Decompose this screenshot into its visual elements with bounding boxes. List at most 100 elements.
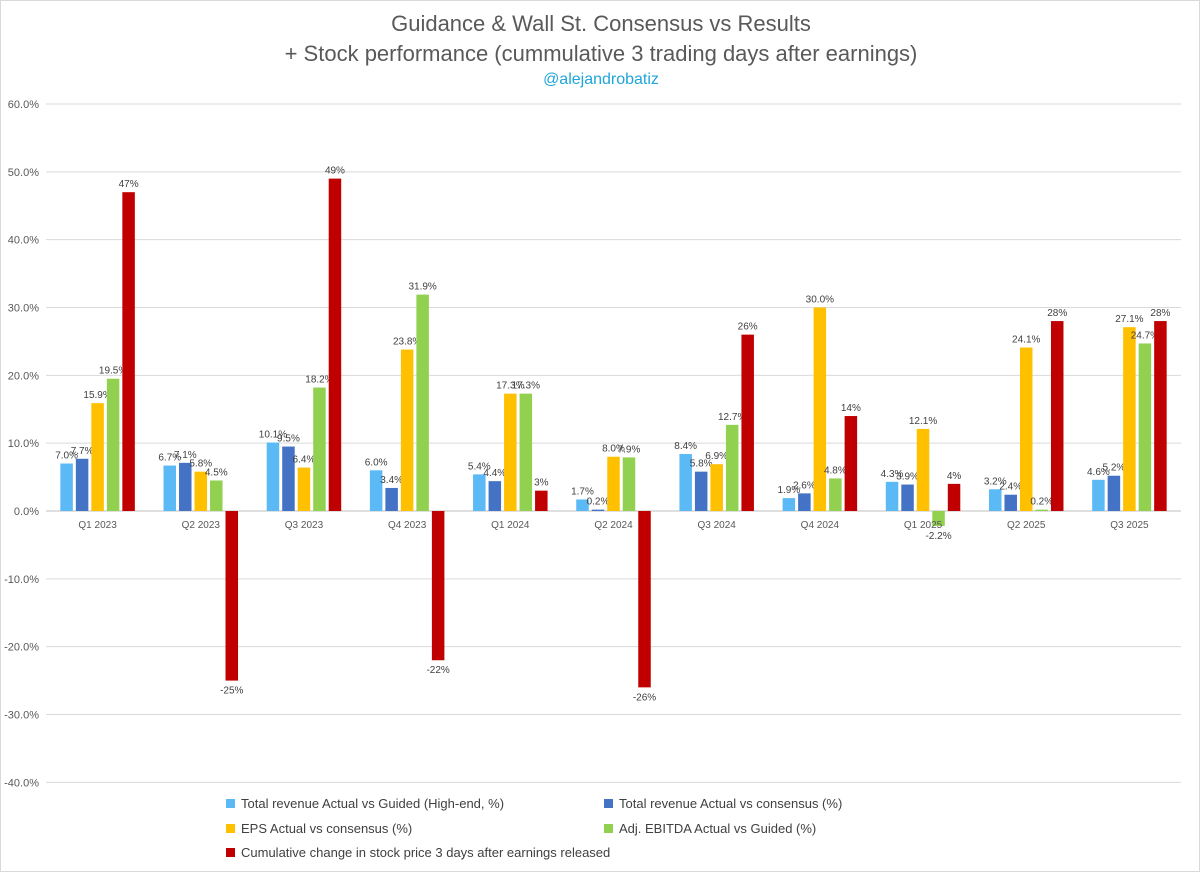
data-label: -26% — [633, 692, 656, 703]
data-label: 5.8% — [690, 459, 713, 470]
bar — [885, 481, 899, 511]
bar — [1092, 479, 1105, 511]
y-tick-label: 30.0% — [8, 303, 39, 315]
data-label: 28% — [1047, 308, 1067, 319]
data-label: 7.7% — [71, 446, 94, 457]
data-label: -2.2% — [925, 531, 951, 542]
bar — [282, 446, 295, 511]
y-tick-label: 60.0% — [8, 99, 39, 111]
x-tick-label: Q3 2025 — [1110, 520, 1149, 531]
data-label: 4.8% — [824, 465, 847, 476]
bar — [297, 467, 311, 511]
bar — [431, 511, 445, 661]
legend-label: Adj. EBITDA Actual vs Guided (%) — [619, 821, 817, 836]
data-label: 31.9% — [408, 282, 436, 293]
bar — [266, 442, 280, 511]
x-tick-label: Q3 2023 — [285, 520, 324, 531]
data-label: 17.3% — [496, 381, 524, 392]
data-label: 0.2% — [587, 497, 610, 508]
legend-item: Cumulative change in stock price 3 days … — [226, 845, 610, 860]
y-tick-label: -10.0% — [4, 574, 39, 586]
bar — [210, 480, 223, 511]
data-label: 2.4% — [999, 482, 1022, 493]
data-label: 47% — [119, 179, 139, 190]
legend-label: Total revenue Actual vs Guided (High-end… — [241, 796, 505, 811]
data-label: 5.4% — [468, 461, 491, 472]
legend-item: Adj. EBITDA Actual vs Guided (%) — [604, 821, 816, 836]
data-label: 24.1% — [1012, 335, 1040, 346]
data-label: 27.1% — [1115, 314, 1143, 325]
bar — [369, 470, 383, 511]
legend-item: Total revenue Actual vs consensus (%) — [604, 796, 842, 811]
data-label: 4.4% — [483, 468, 506, 479]
bar — [576, 499, 589, 511]
legend-label: Cumulative change in stock price 3 days … — [241, 845, 611, 860]
data-label: 6.7% — [158, 453, 181, 464]
data-label: -25% — [220, 686, 243, 697]
bar — [901, 484, 914, 511]
y-tick-label: 40.0% — [8, 235, 39, 247]
x-tick-label: Q1 2023 — [78, 520, 117, 531]
data-label: 8.4% — [674, 441, 697, 452]
data-label: 24.7% — [1131, 330, 1159, 341]
y-tick-label: 20.0% — [8, 370, 39, 382]
data-label: 23.8% — [393, 337, 421, 348]
bar — [1019, 347, 1033, 511]
data-label: 4.6% — [1087, 467, 1110, 478]
data-label: 7.0% — [55, 451, 78, 462]
y-tick-label: 10.0% — [8, 438, 39, 450]
bar — [725, 424, 739, 511]
y-tick-label: -20.0% — [4, 642, 39, 654]
legend-item: EPS Actual vs consensus (%) — [226, 821, 412, 836]
y-tick-label: -30.0% — [4, 710, 39, 722]
data-label: 30.0% — [806, 295, 834, 306]
data-label: 6.4% — [293, 455, 316, 466]
legend-swatch — [604, 824, 613, 833]
data-label: 10.1% — [259, 429, 287, 440]
author-handle: @alejandrobatiz — [543, 71, 659, 88]
bar — [225, 511, 239, 681]
data-label: 8.0% — [602, 444, 625, 455]
data-label: 2.6% — [793, 480, 816, 491]
legend-swatch — [226, 848, 235, 857]
bar — [194, 471, 208, 511]
data-label: 4% — [947, 471, 962, 482]
bar — [813, 307, 827, 511]
bar — [741, 334, 754, 511]
bar — [638, 511, 651, 688]
data-label: 5.2% — [1103, 463, 1126, 474]
bar — [798, 493, 811, 511]
legend-swatch — [604, 799, 613, 808]
bar — [313, 387, 326, 511]
bar — [535, 490, 548, 511]
bar — [179, 462, 192, 511]
bar — [416, 294, 429, 511]
bar — [385, 487, 398, 511]
bar — [988, 489, 1002, 511]
bar — [473, 474, 486, 511]
bar — [75, 458, 89, 511]
x-tick-label: Q2 2024 — [594, 520, 633, 531]
bar — [504, 393, 517, 511]
x-tick-label: Q1 2024 — [491, 520, 530, 531]
legend-label: EPS Actual vs consensus (%) — [241, 821, 413, 836]
bar — [1107, 475, 1121, 511]
bar — [122, 192, 135, 511]
bar — [916, 428, 930, 511]
x-tick-label: Q2 2025 — [1007, 520, 1046, 531]
data-label: 9.5% — [277, 434, 300, 445]
data-label: 4.3% — [881, 469, 904, 480]
bar — [622, 457, 636, 511]
x-tick-label: Q2 2023 — [182, 520, 221, 531]
legend-label: Total revenue Actual vs consensus (%) — [619, 796, 843, 811]
data-label: 49% — [325, 166, 345, 177]
data-label: 6.0% — [365, 457, 388, 468]
bar — [947, 483, 961, 511]
legend-swatch — [226, 824, 235, 833]
y-tick-label: 50.0% — [8, 167, 39, 179]
data-label: 1.7% — [571, 486, 594, 497]
bar — [782, 498, 796, 511]
bar — [607, 456, 620, 511]
data-label: 12.1% — [909, 416, 937, 427]
